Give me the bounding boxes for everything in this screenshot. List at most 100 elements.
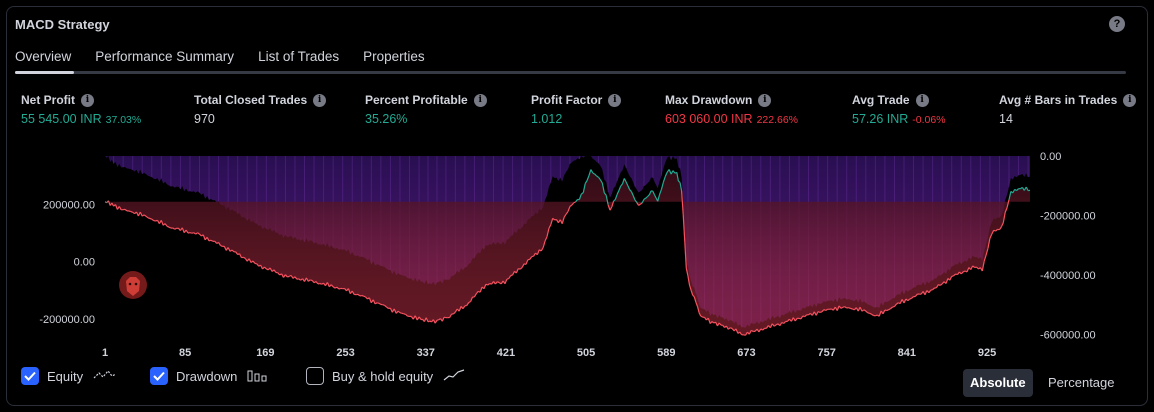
equity-line-segment — [737, 331, 741, 334]
equity-line-segment — [468, 301, 471, 304]
buy-hold-checkbox[interactable] — [306, 367, 324, 385]
metric-total-closed-trades: Total Closed Trades i 970 — [194, 93, 327, 126]
equity-line-segment — [783, 321, 787, 324]
equity-checkbox[interactable] — [21, 367, 39, 385]
percentage-mode-button[interactable]: Percentage — [1048, 375, 1115, 390]
equity-line-segment — [987, 238, 991, 249]
equity-line-segment — [319, 282, 322, 285]
info-icon[interactable]: i — [81, 93, 94, 107]
equity-line-segment — [321, 282, 324, 285]
info-icon[interactable]: i — [608, 93, 622, 107]
equity-line-segment — [571, 202, 575, 206]
metric-label: Total Closed Trades — [194, 93, 308, 107]
legend-buy-hold-equity[interactable]: Buy & hold equity — [306, 367, 465, 385]
left-axis-tick-label: 200000.00 — [43, 200, 95, 212]
panel-title: MACD Strategy — [15, 17, 110, 32]
tab-overview[interactable]: Overview — [15, 49, 72, 64]
equity-line-segment — [237, 253, 240, 256]
equity-line-segment — [485, 283, 489, 286]
equity-line-segment — [888, 308, 891, 311]
equity-line-segment — [684, 242, 687, 269]
equity-line-segment — [235, 251, 239, 255]
equity-line-segment — [890, 306, 893, 310]
metric-percent-profitable: Percent Profitable i 35.26% — [365, 93, 487, 126]
drawdown-checkbox[interactable] — [150, 367, 168, 385]
tab-list-of-trades[interactable]: List of Trades — [258, 49, 340, 64]
absolute-mode-button[interactable]: Absolute — [963, 369, 1033, 397]
equity-line-segment — [397, 310, 401, 314]
equity-line-segment — [210, 239, 214, 242]
equity-line-segment — [798, 317, 802, 320]
legend-equity[interactable]: Equity — [21, 367, 117, 385]
equity-line-segment — [521, 263, 525, 268]
equity-line-segment — [596, 175, 599, 178]
equity-line-segment — [195, 232, 198, 235]
metric-value: 1.012 — [531, 112, 563, 126]
equity-line-segment — [645, 196, 649, 199]
equity-line-segment — [773, 324, 777, 327]
equity-line-segment — [401, 312, 404, 315]
equity-line-segment — [141, 214, 145, 217]
metric-label: Avg # Bars in Trades — [999, 93, 1118, 107]
equity-line-segment — [725, 325, 729, 330]
equity-line-segment — [199, 233, 202, 237]
equity-line-segment — [629, 189, 632, 193]
equity-line-segment — [611, 200, 615, 208]
lion-logo-watermark — [119, 271, 147, 299]
tab-performance-summary[interactable]: Performance Summary — [95, 49, 235, 64]
info-icon[interactable]: i — [758, 93, 772, 107]
equity-line-segment — [762, 327, 766, 331]
info-icon[interactable]: i — [1123, 93, 1137, 107]
equity-line-segment — [886, 309, 889, 312]
equity-line-segment — [960, 271, 964, 275]
equity-line-segment — [896, 302, 899, 305]
equity-line-segment — [307, 279, 311, 282]
equity-line-segment — [672, 170, 676, 174]
equity-line-segment — [405, 313, 409, 317]
equity-line-segment — [618, 185, 622, 191]
equity-line-segment — [288, 274, 292, 277]
equity-line-segment — [951, 275, 954, 277]
equity-line-segment — [735, 328, 739, 334]
equity-line-segment — [911, 296, 914, 299]
metric-value: 14 — [999, 112, 1013, 126]
equity-line-segment — [399, 312, 403, 314]
legend-drawdown[interactable]: Drawdown — [150, 367, 269, 385]
equity-line-segment — [114, 204, 118, 210]
legend-label: Drawdown — [176, 368, 238, 384]
equity-line-segment — [930, 289, 933, 291]
equity-line-segment — [311, 280, 315, 284]
right-axis-tick-label: -600000.00 — [1040, 330, 1096, 342]
equity-line-segment — [220, 244, 223, 247]
equity-line-segment — [512, 271, 516, 276]
equity-line-segment — [928, 289, 932, 294]
equity-line-segment — [147, 217, 151, 220]
equity-line-segment — [620, 183, 623, 187]
help-icon[interactable]: ? — [1109, 16, 1125, 32]
equity-line-segment — [668, 169, 672, 175]
x-axis-tick-label: 673 — [737, 347, 755, 359]
equity-line-segment — [229, 249, 233, 252]
equity-line-segment — [848, 307, 851, 309]
equity-line-segment — [546, 228, 550, 237]
metric-value: 57.26 INR — [852, 112, 909, 126]
equity-line-segment — [298, 278, 302, 281]
equity-line-segment — [779, 322, 783, 327]
equity-line-segment — [659, 188, 663, 195]
equity-line-segment — [427, 320, 431, 323]
tab-properties[interactable]: Properties — [363, 49, 425, 64]
report-tabs: Overview Performance Summary List of Tra… — [15, 49, 449, 73]
equity-line-segment — [284, 274, 288, 278]
equity-line-segment — [594, 173, 598, 177]
equity-line-segment — [510, 274, 513, 277]
tab-track — [15, 71, 1126, 74]
equity-line-segment — [850, 307, 853, 310]
equity-line-segment — [189, 232, 193, 234]
info-icon[interactable]: i — [473, 93, 487, 107]
info-icon[interactable]: i — [915, 93, 929, 107]
info-icon[interactable]: i — [313, 93, 327, 107]
equity-line-segment — [497, 281, 500, 284]
equity-line-segment — [542, 240, 546, 248]
equity-line-segment — [739, 331, 743, 336]
